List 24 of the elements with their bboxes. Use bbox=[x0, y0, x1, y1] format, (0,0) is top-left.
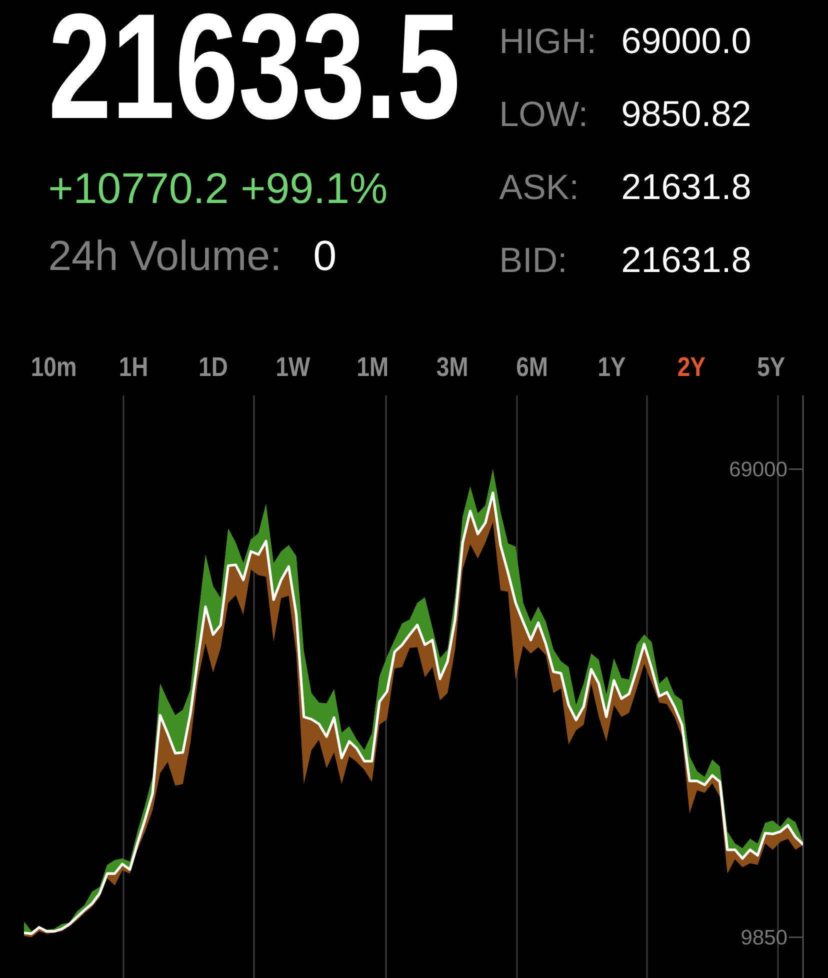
category-label: 5Y bbox=[758, 357, 785, 376]
y-tick-label: 69000 bbox=[730, 462, 787, 477]
category-label: 1H bbox=[120, 357, 147, 376]
text: 69000.0 bbox=[623, 28, 750, 54]
category-label: 6M bbox=[516, 357, 546, 376]
text: 21631.8 bbox=[623, 174, 750, 200]
text: ASK: bbox=[499, 174, 576, 200]
text: LOW: bbox=[502, 102, 585, 126]
category-label: 1D bbox=[200, 357, 227, 376]
category-label: 10m bbox=[32, 357, 76, 376]
y-tick-label: 9850 bbox=[742, 930, 787, 945]
text: HIGH: bbox=[502, 28, 594, 54]
text: 9850.82 bbox=[622, 100, 750, 126]
text: +10770.2 +99.1% bbox=[50, 172, 386, 204]
category-label: 1M bbox=[358, 357, 388, 376]
text: 21631.8 bbox=[623, 246, 750, 272]
text: BID: bbox=[502, 248, 564, 272]
category-label: 3M bbox=[436, 357, 467, 376]
category-label: 2Y bbox=[678, 357, 706, 376]
text: 0 bbox=[314, 240, 335, 270]
text: 21633.5 bbox=[52, 13, 458, 120]
category-label: 1W bbox=[277, 357, 310, 376]
category-label: 1Y bbox=[599, 357, 626, 376]
text: 24h Volume: bbox=[50, 240, 278, 270]
